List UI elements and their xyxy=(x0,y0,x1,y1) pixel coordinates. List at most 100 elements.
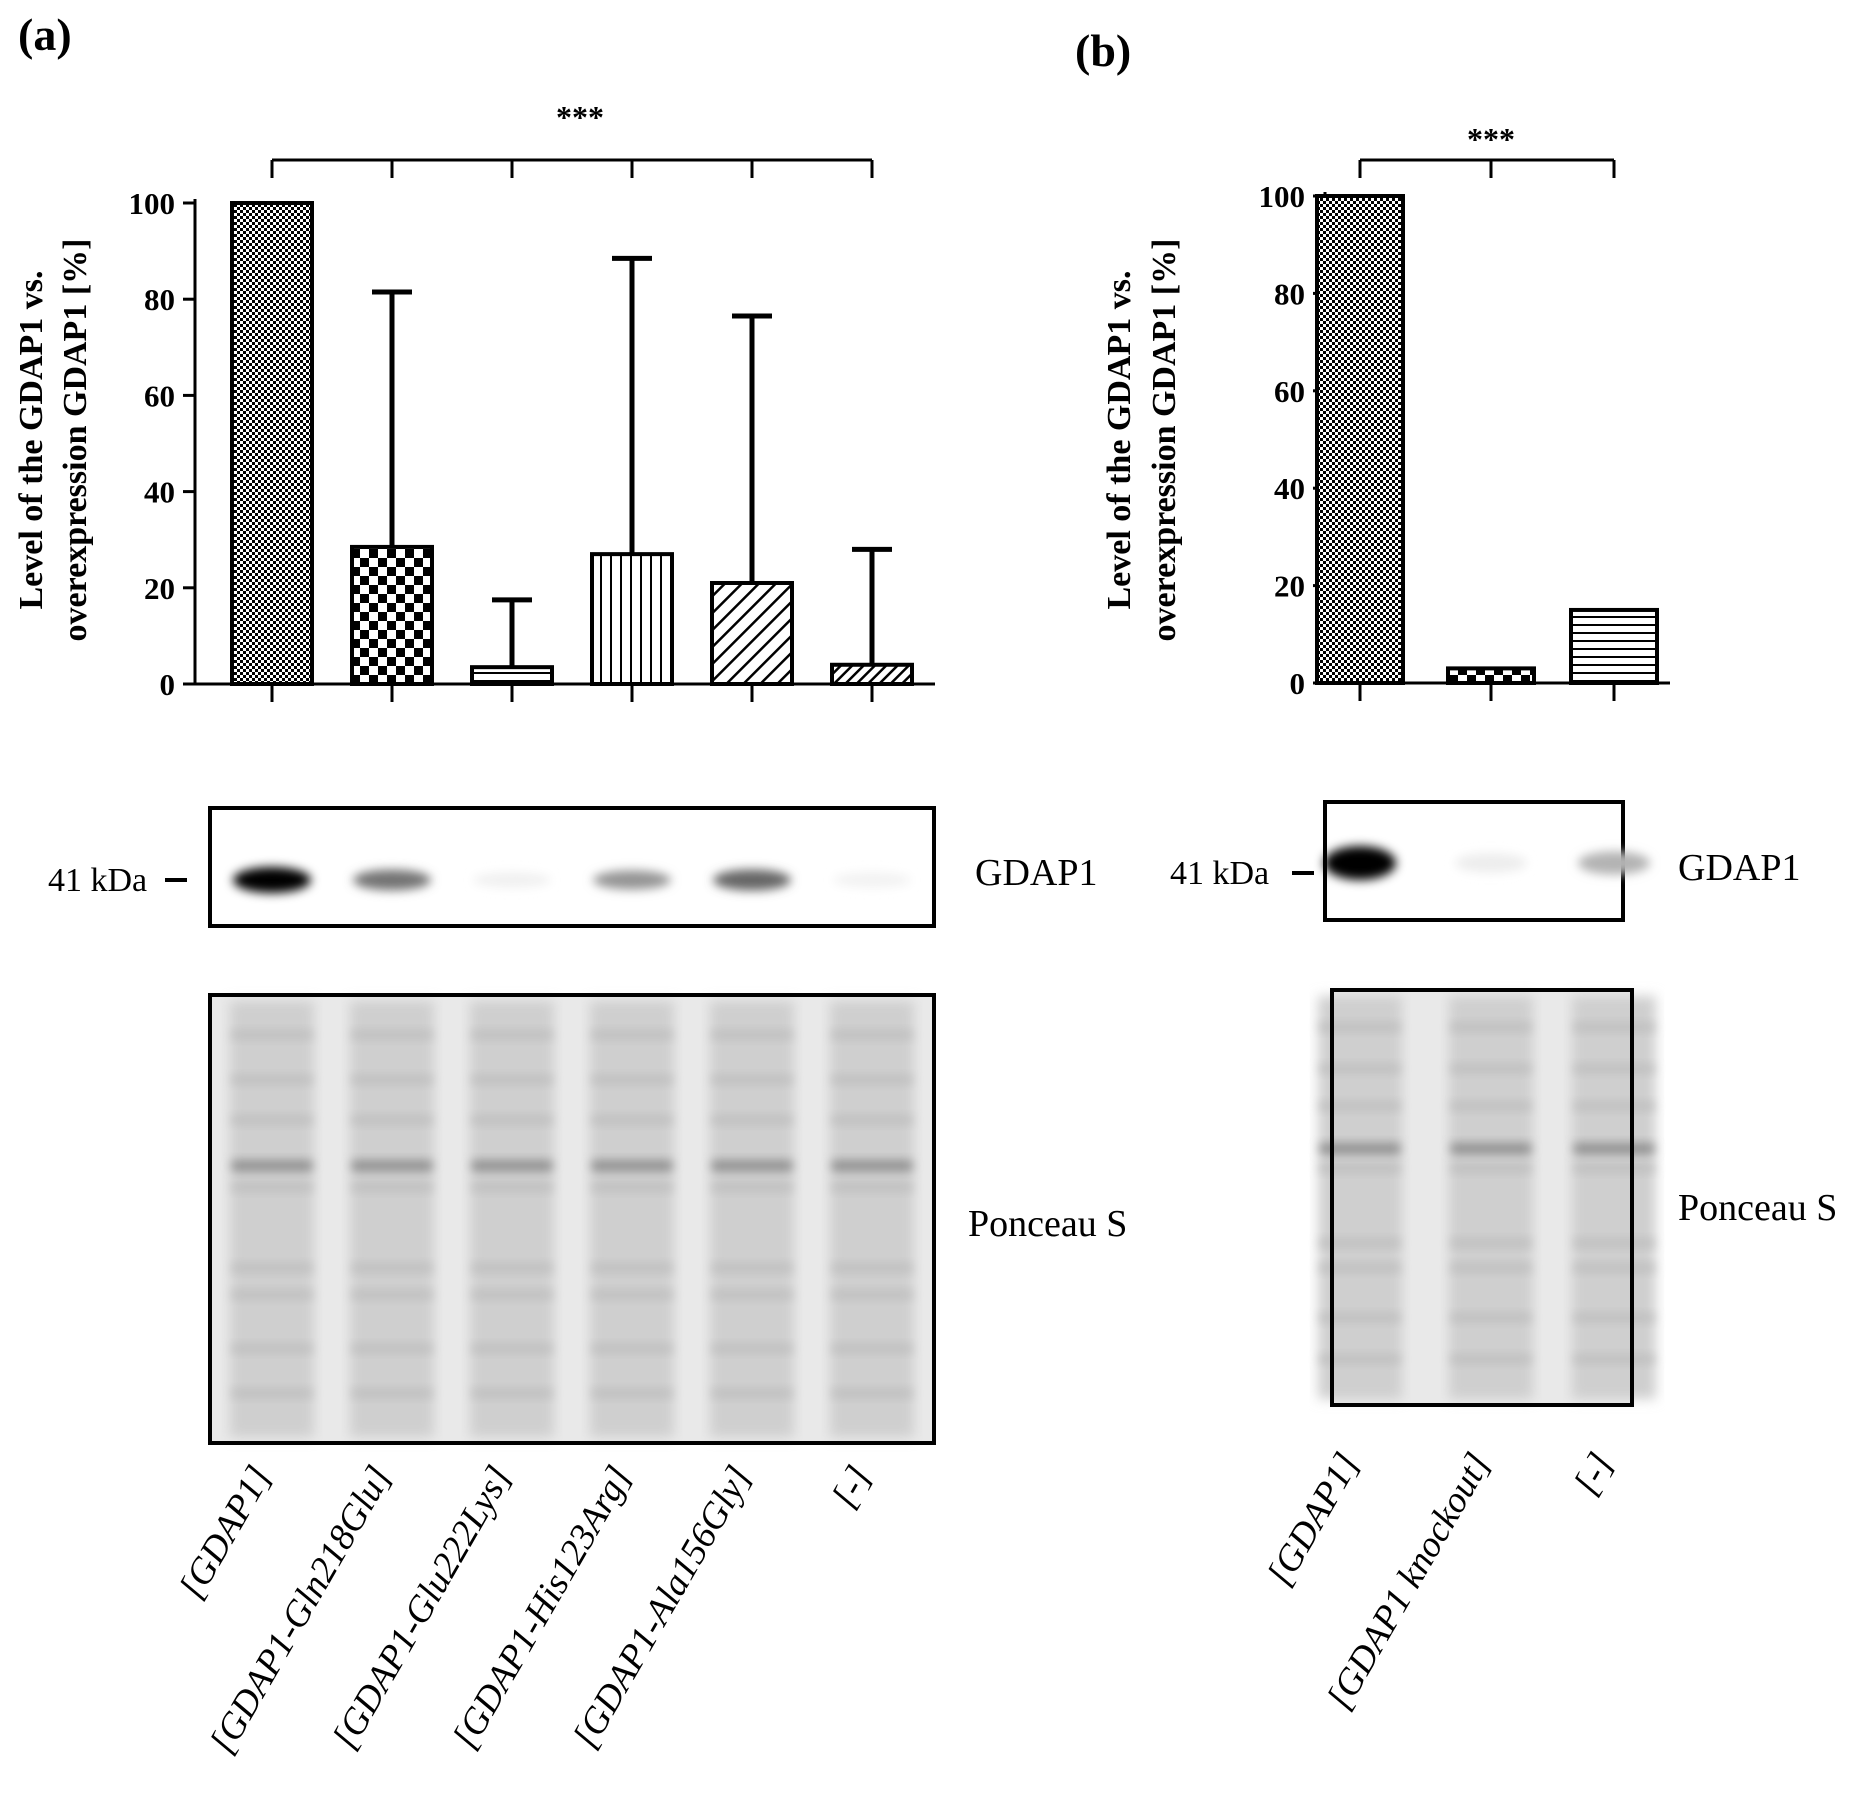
stain-band xyxy=(1320,1263,1400,1272)
y-tick-label: 80 xyxy=(144,282,175,317)
stain-background xyxy=(210,995,934,1443)
significance-label: *** xyxy=(1467,121,1515,157)
stain-band xyxy=(1320,1023,1400,1032)
stain-band xyxy=(1451,1064,1531,1073)
y-axis-label-line: overexpression GDAP1 [%] xyxy=(1146,239,1183,642)
stain-lane xyxy=(590,1001,674,1437)
bar-chart: 0 20 40 60 80 100 *** xyxy=(1259,121,1670,701)
stain-band xyxy=(352,1115,432,1124)
stain-band xyxy=(832,1183,912,1192)
blot-band xyxy=(593,870,671,890)
stain-band xyxy=(472,1183,552,1192)
stain-band xyxy=(592,1075,672,1084)
stain-band xyxy=(1320,1355,1400,1364)
stain-band xyxy=(832,1389,912,1398)
lane-label: [-] xyxy=(1566,1446,1622,1502)
stain-band xyxy=(1451,1239,1531,1247)
stain-lane xyxy=(710,1001,794,1437)
stain-band xyxy=(472,1030,552,1039)
western-blot: 41 kDa xyxy=(1170,800,1656,1407)
bar-chart: 0 20 40 60 80 100 *** xyxy=(129,99,935,702)
stain-band xyxy=(232,1030,312,1039)
stain-band xyxy=(232,1344,312,1353)
blot-band xyxy=(473,872,551,888)
stain-band xyxy=(592,1290,672,1299)
stain-band xyxy=(232,1263,312,1272)
stain-band xyxy=(712,1030,792,1039)
blot-protein-label: GDAP1 xyxy=(975,852,1097,894)
stain-band xyxy=(232,1075,312,1084)
y-tick-label: 0 xyxy=(160,667,176,702)
stain-lane xyxy=(1572,996,1656,1399)
lane-labels: [GDAP1][GDAP1 knockout] [-] xyxy=(1259,1446,1621,1717)
stain-lane xyxy=(470,1001,554,1437)
blot-band xyxy=(833,872,911,888)
stain-band xyxy=(832,1075,912,1084)
stain-band xyxy=(592,1263,672,1272)
stain-band xyxy=(1574,1064,1654,1073)
kda-label: 41 kDa xyxy=(48,862,147,899)
stain-band xyxy=(472,1115,552,1124)
y-axis-label-line: Level of the GDAP1 vs. xyxy=(13,270,50,609)
lane-label: [-] xyxy=(824,1459,880,1515)
stain-band xyxy=(1574,1023,1654,1032)
blot-stain-label: Ponceau S xyxy=(1678,1187,1837,1229)
stain-band xyxy=(472,1263,552,1272)
stain-band xyxy=(352,1263,432,1272)
stain-band xyxy=(1574,1313,1654,1322)
y-tick-label: 80 xyxy=(1274,276,1305,311)
blot-frame xyxy=(208,806,936,928)
stain-band xyxy=(1574,1143,1654,1154)
panel-label: (b) xyxy=(1075,25,1131,76)
stain-band xyxy=(592,1160,672,1171)
bar xyxy=(230,201,314,686)
stain-band xyxy=(1320,1102,1400,1111)
stain-band xyxy=(592,1183,672,1192)
stain-band xyxy=(352,1183,432,1192)
blot-band xyxy=(233,867,311,893)
y-tick-label: 40 xyxy=(1274,471,1305,506)
stain-band xyxy=(352,1030,432,1039)
stain-band xyxy=(712,1115,792,1124)
bar xyxy=(1446,666,1536,686)
stain-band xyxy=(232,1115,312,1124)
y-tick-label: 40 xyxy=(144,475,175,510)
y-tick-label: 100 xyxy=(129,186,176,221)
blot-band xyxy=(1578,851,1650,875)
stain-band xyxy=(1320,1239,1400,1247)
stain-band xyxy=(352,1290,432,1299)
stain-lane xyxy=(1449,996,1533,1399)
stain-band xyxy=(1574,1102,1654,1111)
stain-band xyxy=(472,1389,552,1398)
stain-band xyxy=(1451,1102,1531,1111)
stain-band xyxy=(472,1075,552,1084)
stain-band xyxy=(352,1344,432,1353)
stain-band xyxy=(352,1389,432,1398)
stain-band xyxy=(472,1290,552,1299)
y-tick-label: 100 xyxy=(1259,179,1306,214)
bar xyxy=(710,580,794,686)
stain-band xyxy=(232,1160,312,1171)
stain-band xyxy=(1320,1164,1400,1173)
stain-lane xyxy=(230,1001,314,1437)
stain-band xyxy=(1451,1143,1531,1154)
significance-label: *** xyxy=(556,99,604,135)
stain-band xyxy=(1320,1143,1400,1154)
lane-label: [GDAP1] xyxy=(1259,1446,1367,1593)
blot-band xyxy=(713,869,791,891)
stain-band xyxy=(592,1344,672,1353)
y-tick-label: 60 xyxy=(144,378,175,413)
y-tick-label: 20 xyxy=(1274,569,1305,604)
stain-band xyxy=(472,1344,552,1353)
stain-band xyxy=(1451,1164,1531,1173)
stain-frame xyxy=(1330,988,1634,1407)
blot-band xyxy=(1455,853,1527,873)
stain-band xyxy=(832,1030,912,1039)
blot-band xyxy=(353,869,431,891)
stain-band xyxy=(352,1075,432,1084)
stain-lane xyxy=(350,1001,434,1437)
stain-band xyxy=(1451,1355,1531,1364)
y-axis-label-line: overexpression GDAP1 [%] xyxy=(57,239,94,642)
stain-band xyxy=(1574,1263,1654,1272)
stain-band xyxy=(712,1389,792,1398)
